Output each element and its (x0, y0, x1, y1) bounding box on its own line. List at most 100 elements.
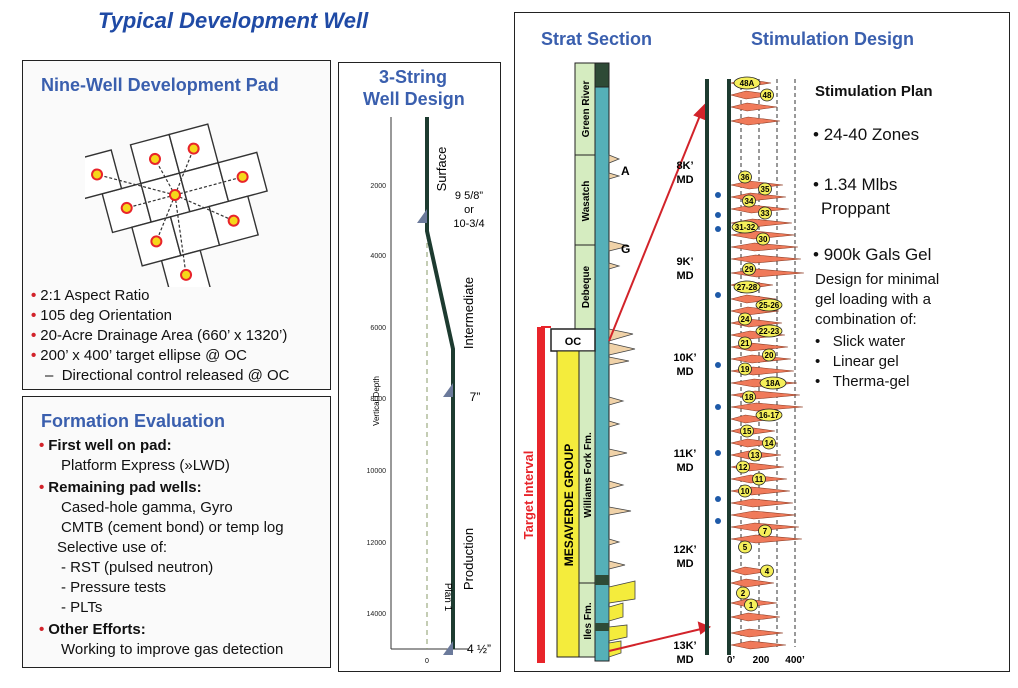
zone-label: 34 (745, 197, 754, 206)
frac-wedge (730, 116, 781, 126)
depth-10k-md: MD (676, 366, 693, 378)
ytick-2000: 2000 (370, 183, 386, 190)
frac-wedge (730, 640, 787, 650)
casing-surface-1: 9 5/8” (455, 190, 483, 202)
pad-bullet-3: • 20-Acre Drainage Area (660’ x 1320’) (31, 327, 288, 344)
depth-11k-md: MD (676, 462, 693, 474)
pad-panel: Nine-Well Development Pad (22, 60, 331, 390)
frac-wedge (730, 438, 779, 448)
frac-wedge (730, 102, 778, 112)
x-label-0: 0’ (727, 655, 736, 666)
strat-stim-chart: Green River Wasatch Debeque Williams For… (521, 62, 805, 666)
zone-label: 7 (763, 527, 768, 536)
section-intermediate: Intermediate (461, 277, 476, 349)
formation-panel: Formation Evaluation • First well on pad:… (22, 396, 331, 668)
x-label-200: 200 (753, 655, 770, 666)
fm-wasatch: Wasatch (581, 181, 592, 222)
zone-badge (744, 598, 758, 612)
zone-badge (755, 324, 783, 338)
ytick-6000: 6000 (370, 325, 386, 332)
oc-label: OC (565, 336, 582, 348)
plan-title: Stimulation Plan (815, 83, 933, 100)
teal-column (594, 62, 610, 662)
zone-badge (738, 170, 752, 184)
pad-bullet-2: • 105 deg Orientation (31, 307, 173, 324)
surface-shoe (417, 209, 427, 223)
depth-8k-md: MD (676, 174, 693, 186)
pad-diagram (85, 123, 268, 287)
depth-12k-md: MD (676, 558, 693, 570)
ytick-14000: 14000 (367, 611, 387, 618)
section-production: Production (461, 528, 476, 590)
zone-badge (736, 586, 750, 600)
frac-wedge (730, 354, 792, 364)
fe-line: CMTB (cement bond) or temp log (61, 519, 284, 536)
zone-badge (755, 408, 783, 422)
zone-label: 13 (751, 451, 760, 460)
zone-label: 20 (765, 351, 774, 360)
zone-label: 18 (745, 393, 754, 402)
zone-label: 4 (765, 567, 770, 576)
zone-label: 35 (761, 185, 770, 194)
zone-label: 36 (741, 173, 750, 182)
fm-green-river: Green River (581, 81, 592, 138)
casing-production: 4 ½” (467, 642, 491, 656)
depth-8k: 8K’ (676, 160, 693, 172)
ytick-4000: 4000 (370, 253, 386, 260)
casing-surface-2: or (464, 204, 474, 216)
page-title: Typical Development Well (98, 8, 369, 33)
fe-head-3: • Other Efforts: (39, 621, 146, 638)
pad-bullet-1: • 2:1 Aspect Ratio (31, 287, 150, 304)
well-path (425, 117, 455, 649)
zone-label: 11 (755, 475, 764, 484)
formation-title: Formation Evaluation (41, 411, 226, 431)
x-label-400: 400’ (785, 655, 805, 666)
zone-badge (762, 348, 776, 362)
zone-label: 5 (743, 543, 748, 552)
zone-badge (738, 362, 752, 376)
fe-line: Selective use of: (57, 539, 168, 556)
well-title-1: 3-String (379, 67, 448, 87)
zone-badge (733, 76, 761, 90)
frac-wedge (730, 294, 777, 304)
ytick-12000: 12000 (367, 540, 387, 547)
pad-bullet-4: • 200’ x 400’ target ellipse @ OC (31, 347, 247, 364)
xtick-0: 0 (425, 658, 429, 665)
yaxis-label: Vertical Depth (372, 376, 381, 426)
zone-label: 21 (741, 339, 750, 348)
fm-williams-fork: Williams Fork Fm. (583, 432, 594, 518)
casing-surface-3: 10-3/4 (453, 218, 484, 230)
frac-wedge (730, 510, 797, 520)
zone-badge (756, 232, 770, 246)
well-title-2: Well Design (363, 89, 465, 109)
zone-label: 22-23 (759, 327, 780, 336)
plan-design-2: gel loading with a (815, 291, 931, 308)
production-shoe (443, 641, 453, 655)
strat-stim-panel: Strat Section Stimulation Design (514, 12, 1010, 672)
zone-badge (742, 194, 756, 208)
zone-label: 27-28 (737, 283, 758, 292)
zone-label: 16-17 (759, 411, 780, 420)
mesaverde-label: MESAVERDE GROUP (562, 444, 576, 566)
well-7 (227, 214, 240, 227)
zone-label: 30 (759, 235, 768, 244)
section-surface: Surface (434, 147, 449, 192)
dark-column-top (594, 62, 610, 88)
plan-fluid-2: • Linear gel (815, 353, 899, 370)
well-2 (187, 142, 200, 155)
frac-wedge (730, 180, 784, 190)
plan-zones: • 24-40 Zones (813, 125, 920, 144)
plan-proppant-2: Proppant (821, 199, 890, 218)
zone-badge (758, 182, 772, 196)
ytick-10000: 10000 (367, 468, 387, 475)
plan-design-3: combination of: (815, 311, 917, 328)
well-5 (236, 170, 249, 183)
depth-9k: 9K’ (676, 256, 693, 268)
plan-design-1: Design for minimal (815, 271, 940, 288)
fm-debeque: Debeque (581, 265, 592, 308)
zone-badge (758, 524, 772, 538)
plan-label: Plan 1 (442, 583, 453, 612)
zone-badge (752, 472, 766, 486)
zone-badge (738, 540, 752, 554)
stim-title: Stimulation Design (751, 29, 915, 49)
